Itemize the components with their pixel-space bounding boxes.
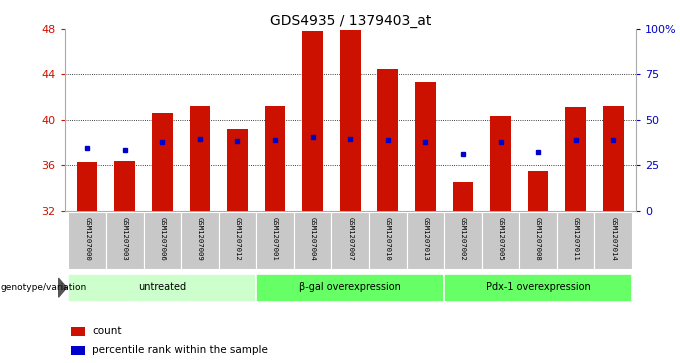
Text: β-gal overexpression: β-gal overexpression	[299, 282, 401, 292]
Bar	[340, 30, 360, 211]
Bar	[256, 212, 294, 269]
Bar	[227, 129, 248, 211]
Bar	[565, 107, 586, 211]
Bar	[331, 212, 369, 269]
Bar	[520, 212, 557, 269]
Bar	[453, 182, 473, 211]
Text: count: count	[92, 326, 122, 337]
Text: GSM1207003: GSM1207003	[122, 217, 128, 261]
Bar	[444, 212, 481, 269]
Text: GSM1207007: GSM1207007	[347, 217, 353, 261]
Bar	[69, 212, 106, 269]
Text: GSM1207002: GSM1207002	[460, 217, 466, 261]
Bar	[444, 274, 632, 302]
Text: GSM1207005: GSM1207005	[498, 217, 503, 261]
Text: GSM1207000: GSM1207000	[84, 217, 90, 261]
Text: GSM1207001: GSM1207001	[272, 217, 278, 261]
Bar	[77, 162, 97, 211]
Bar	[219, 212, 256, 269]
Bar	[106, 212, 143, 269]
Bar	[143, 212, 181, 269]
Bar	[181, 212, 219, 269]
Bar	[256, 274, 444, 302]
Text: untreated: untreated	[138, 282, 186, 292]
Text: GSM1207012: GSM1207012	[235, 217, 241, 261]
Bar	[369, 212, 407, 269]
Bar	[71, 327, 85, 336]
Text: GSM1207014: GSM1207014	[610, 217, 616, 261]
Bar	[265, 106, 286, 211]
Polygon shape	[58, 278, 67, 297]
Title: GDS4935 / 1379403_at: GDS4935 / 1379403_at	[269, 14, 431, 28]
Bar	[407, 212, 444, 269]
Bar	[294, 212, 331, 269]
Text: GSM1207004: GSM1207004	[309, 217, 316, 261]
Bar	[71, 346, 85, 355]
Bar	[152, 113, 173, 211]
Bar	[303, 31, 323, 211]
Text: Pdx-1 overexpression: Pdx-1 overexpression	[486, 282, 590, 292]
Bar	[114, 160, 135, 211]
Text: percentile rank within the sample: percentile rank within the sample	[92, 345, 268, 355]
Text: GSM1207006: GSM1207006	[159, 217, 165, 261]
Text: GSM1207013: GSM1207013	[422, 217, 428, 261]
Bar	[603, 106, 624, 211]
Bar	[190, 106, 210, 211]
Text: GSM1207009: GSM1207009	[197, 217, 203, 261]
Bar	[481, 212, 520, 269]
Text: GSM1207008: GSM1207008	[535, 217, 541, 261]
Bar	[490, 117, 511, 211]
Text: genotype/variation: genotype/variation	[1, 282, 87, 291]
Bar	[415, 82, 436, 211]
Bar	[377, 69, 398, 211]
Bar	[557, 212, 594, 269]
Bar	[69, 274, 256, 302]
Text: GSM1207011: GSM1207011	[573, 217, 579, 261]
Bar	[594, 212, 632, 269]
Text: GSM1207010: GSM1207010	[385, 217, 391, 261]
Bar	[528, 171, 549, 211]
